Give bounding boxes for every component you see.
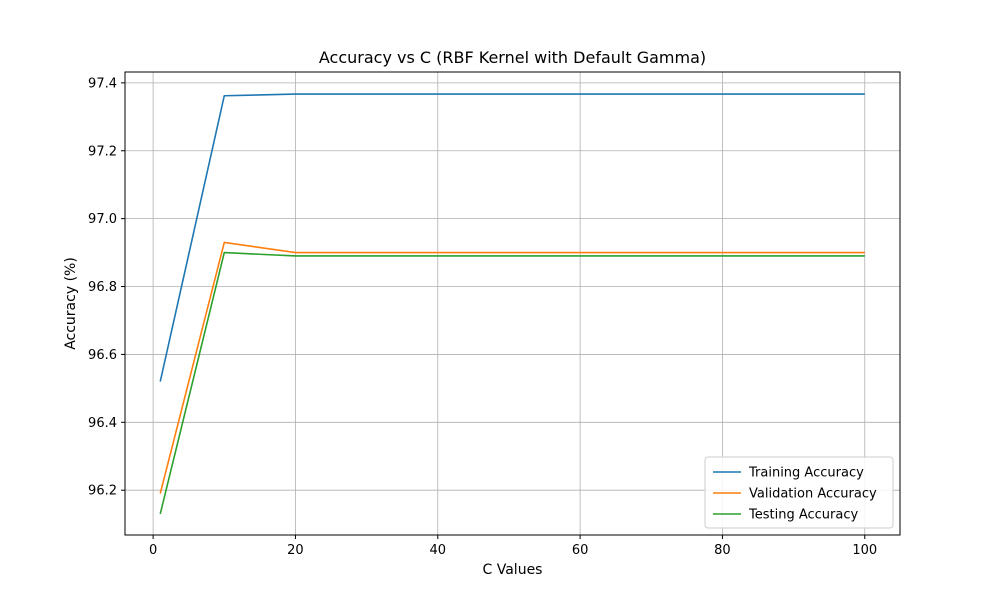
grid <box>125 72 900 535</box>
y-axis-title: Accuracy (%) <box>63 257 79 350</box>
y-axis-ticks: 96.2 96.4 96.6 96.8 97.0 97.2 97.4 <box>88 76 125 499</box>
legend-label: Testing Accuracy <box>748 508 858 523</box>
x-axis-ticks: 0 20 40 60 80 100 <box>149 535 877 558</box>
legend-box <box>704 456 894 529</box>
series-line-2 <box>159 241 865 494</box>
y-tick-label: 97.4 <box>88 76 117 91</box>
y-tick-label: 97.0 <box>88 212 117 227</box>
plot-frame <box>124 71 901 536</box>
series-lines <box>159 93 865 515</box>
legend-label: Validation Accuracy <box>749 487 877 502</box>
series-line-1 <box>159 93 865 382</box>
y-tick-label: 97.2 <box>88 144 117 159</box>
x-tick-label: 20 <box>287 543 304 558</box>
x-tick-label: 80 <box>714 543 731 558</box>
chart-title: Accuracy vs C (RBF Kernel with Default G… <box>319 48 706 67</box>
y-tick-label: 96.6 <box>88 348 117 363</box>
x-tick-label: 0 <box>149 543 157 558</box>
y-tick-label: 96.8 <box>88 280 117 295</box>
x-tick-label: 100 <box>852 543 877 558</box>
x-axis-title: C Values <box>483 562 543 578</box>
legend-label: Training Accuracy <box>748 466 864 481</box>
x-tick-label: 40 <box>430 543 447 558</box>
legend: Training Accuracy Validation Accuracy Test… <box>704 456 894 529</box>
y-tick-label: 96.4 <box>88 416 117 431</box>
series-line-3 <box>159 251 865 515</box>
x-tick-label: 60 <box>572 543 589 558</box>
y-tick-label: 96.2 <box>88 484 117 499</box>
